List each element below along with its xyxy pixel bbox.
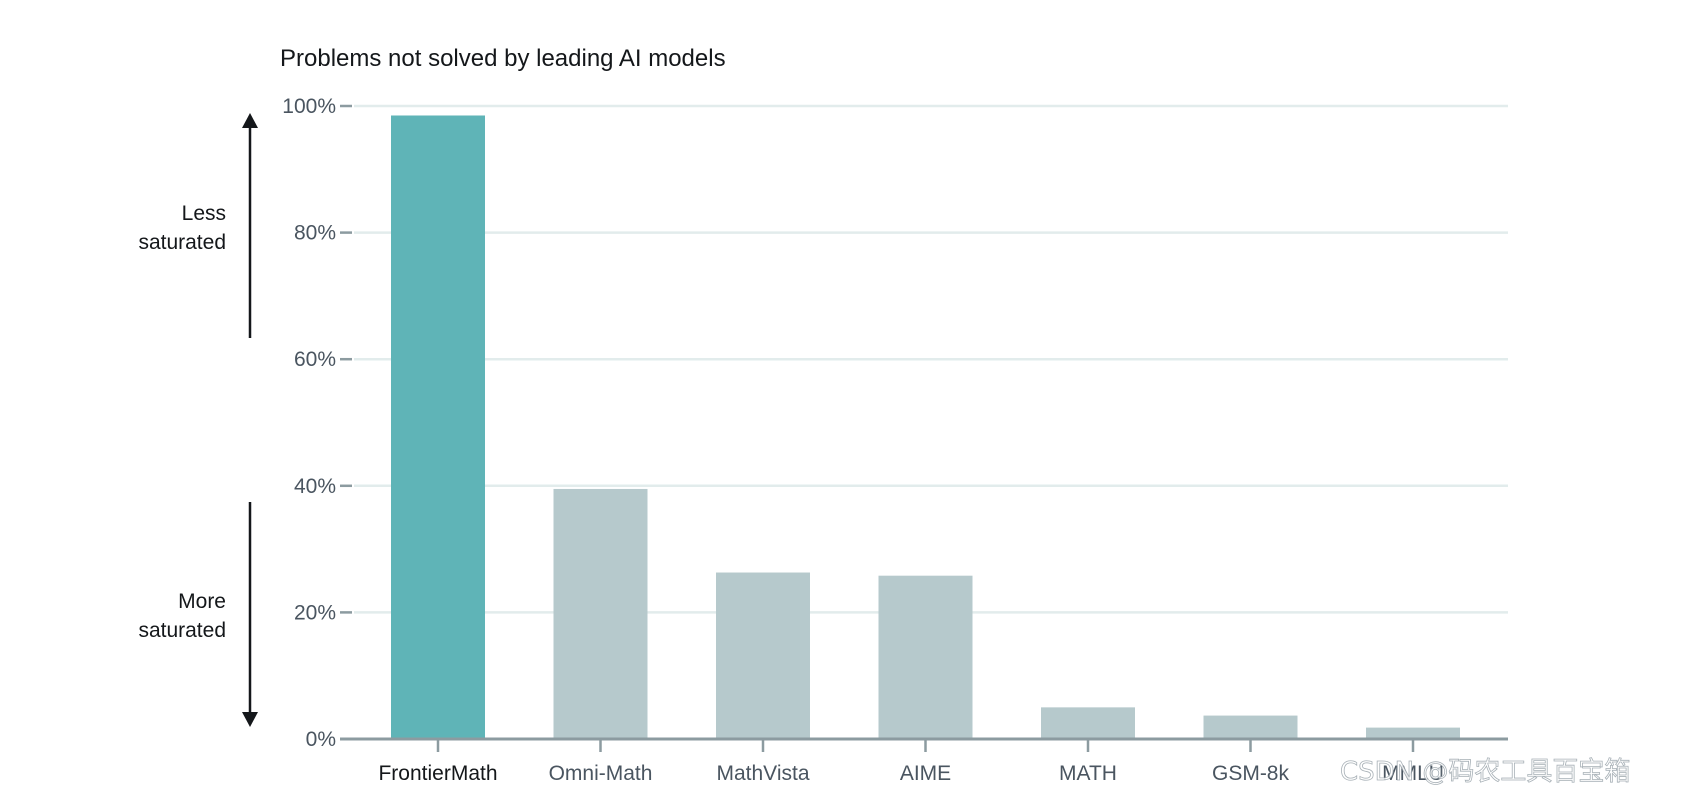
x-tick-label: MathVista — [717, 762, 810, 785]
y-tick-label: 100% — [282, 95, 336, 118]
y-tick-label: 60% — [294, 348, 336, 371]
saturated-label-lower: saturated — [138, 619, 226, 642]
less-saturated-annotation: Less saturated — [138, 113, 258, 338]
y-tick-label: 20% — [294, 601, 336, 624]
more-label: More — [178, 590, 226, 613]
up-arrow-icon — [242, 113, 258, 128]
y-tick-label: 0% — [306, 728, 336, 751]
y-tick-label: 80% — [294, 222, 336, 245]
bars — [391, 115, 1460, 740]
chart-title: Problems not solved by leading AI models — [280, 45, 726, 72]
bar-mmlu — [1366, 727, 1460, 739]
bar-mathvista — [716, 572, 810, 739]
x-tick-label: MATH — [1059, 762, 1117, 785]
bar-gsm-8k — [1203, 715, 1298, 739]
saturated-label-upper: saturated — [138, 231, 226, 254]
x-tick-label: FrontierMath — [378, 762, 497, 785]
bar-aime — [878, 575, 973, 739]
bar-omni-math — [553, 488, 648, 739]
x-tick-label: AIME — [900, 762, 951, 785]
down-arrow-icon — [242, 712, 258, 727]
gridlines — [354, 104, 1508, 614]
watermark: CSDN @码农工具百宝箱 — [1340, 757, 1630, 787]
bar-math — [1041, 707, 1135, 739]
x-tick-label: MMLU — [1382, 762, 1444, 785]
less-label: Less — [182, 202, 226, 225]
bar-frontiermath — [391, 115, 485, 740]
y-axis-ticks: 0% 20% 40% 60% 80% 100% — [282, 95, 352, 751]
x-tick-label: Omni-Math — [549, 762, 653, 785]
x-axis-ticks: FrontierMath Omni-Math MathVista AIME MATH GS… — [378, 739, 1444, 785]
x-tick-label: GSM-8k — [1212, 762, 1290, 785]
more-saturated-annotation: More saturated — [138, 502, 258, 727]
y-tick-label: 40% — [294, 475, 336, 498]
